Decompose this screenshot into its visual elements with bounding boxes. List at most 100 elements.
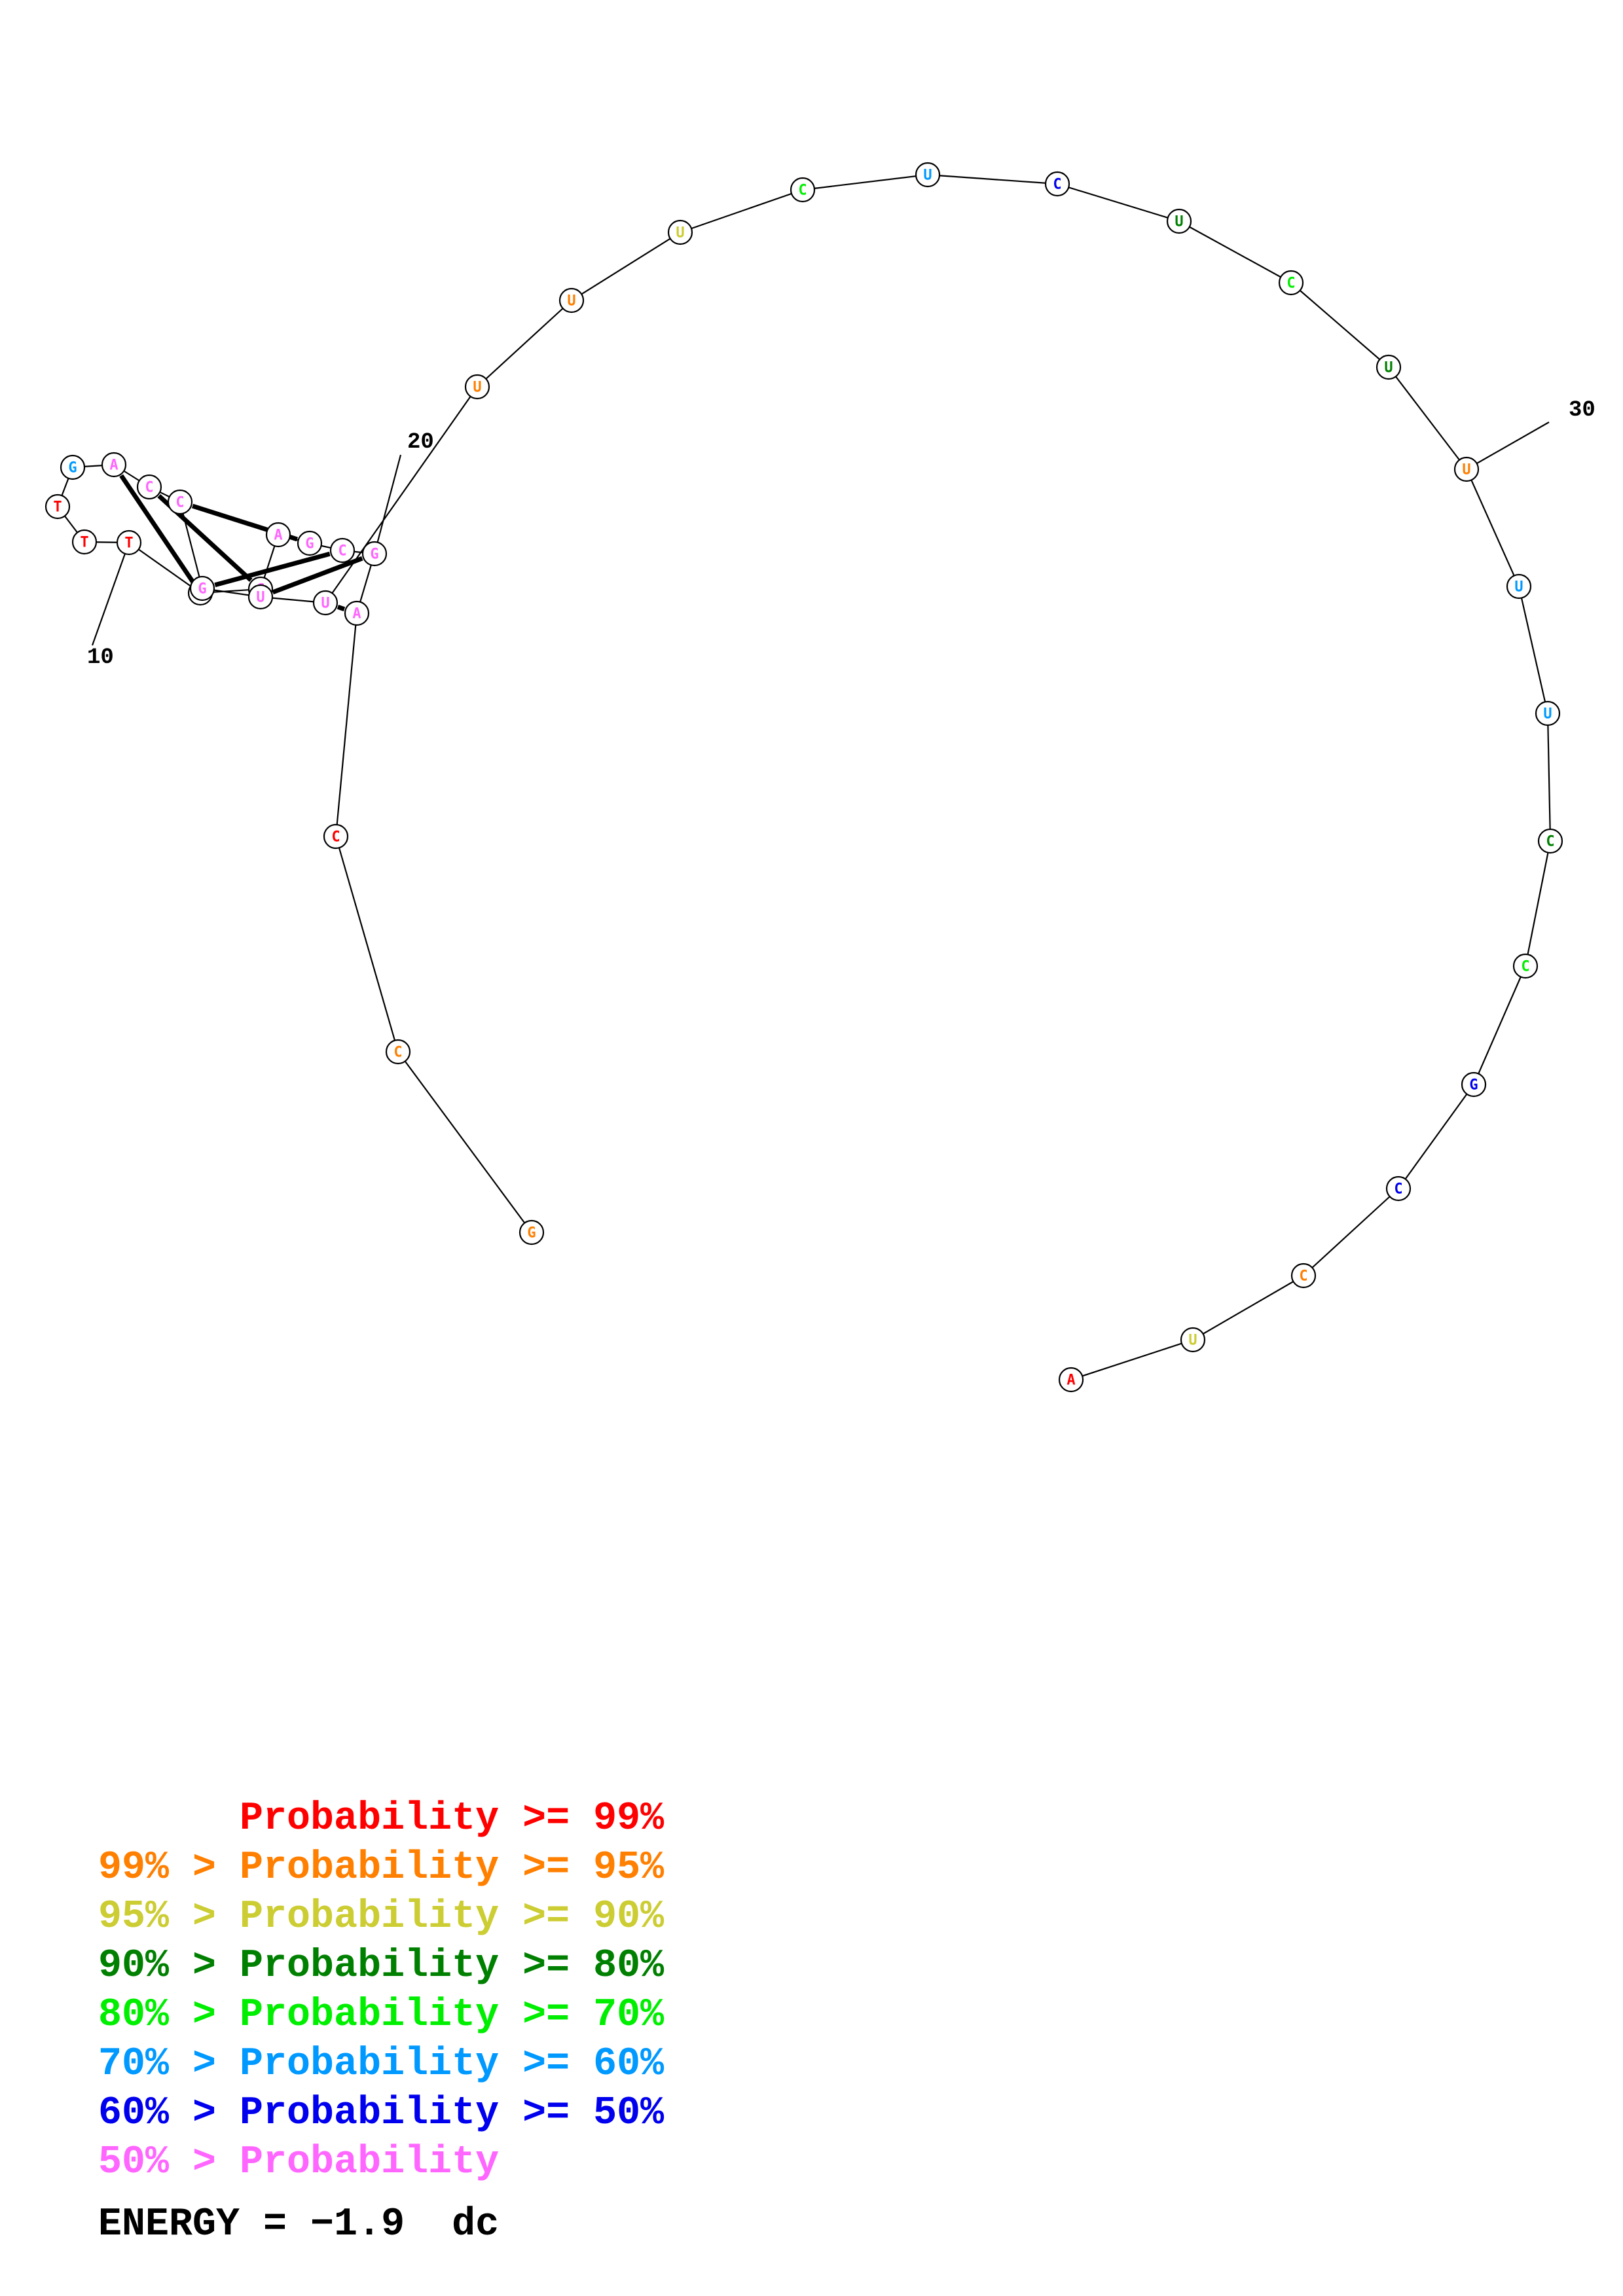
nucleotide: U — [1506, 573, 1532, 600]
base-pair-bond — [337, 605, 346, 611]
nucleotide: U — [915, 162, 941, 188]
nucleotide-letter: U — [1384, 360, 1393, 376]
nucleotide: A — [344, 600, 370, 626]
nucleotide-circle — [1044, 171, 1070, 197]
backbone-segment — [680, 188, 803, 234]
legend-line-5: 80% > Probability >= 70% — [98, 1993, 665, 2037]
nucleotide: C — [167, 489, 193, 515]
nucleotide: C — [1537, 828, 1563, 854]
index-label-30: 30 — [1569, 398, 1596, 423]
nucleotide-letter: G — [68, 460, 77, 476]
nucleotide-letter: U — [321, 596, 329, 612]
nucleotide-circle — [1461, 1071, 1487, 1098]
backbone-segment — [1192, 1275, 1304, 1340]
nucleotide: C — [385, 1039, 411, 1065]
nucleotide-circle — [1290, 1263, 1317, 1289]
nucleotide: U — [1535, 700, 1561, 726]
nucleotide-circle — [385, 1039, 411, 1065]
nucleotide-letter: G — [198, 581, 206, 598]
nucleotide-circle — [1506, 573, 1532, 600]
legend-line-3: 95% > Probability >= 90% — [98, 1895, 665, 1939]
legend-line-8: 50% > Probability — [98, 2140, 500, 2185]
nucleotide-circle — [297, 530, 323, 556]
nucleotide-letter: C — [1299, 1268, 1307, 1285]
nucleotide-letter: T — [124, 535, 133, 552]
backbone-segment — [1070, 1338, 1194, 1381]
nucleotide-circle — [189, 575, 215, 601]
nucleotide-letter: C — [1546, 834, 1554, 850]
nucleotide: G — [60, 454, 86, 480]
backbone-segment — [802, 173, 928, 191]
nucleotide-circle — [1376, 354, 1402, 380]
backbone-segment — [325, 386, 478, 603]
nucleotide-letter: A — [352, 606, 361, 622]
nucleotide-letter: T — [53, 499, 62, 516]
nucleotide-circle — [312, 590, 338, 616]
nucleotide-letter: A — [1067, 1372, 1075, 1389]
nucleotide: U — [312, 590, 338, 616]
nucleotide-circle — [167, 489, 193, 515]
backbone — [56, 173, 1552, 1381]
nucleotide-letter: T — [80, 535, 88, 551]
nucleotide: U — [1376, 354, 1402, 380]
nucleotide-letter: C — [1286, 276, 1295, 292]
nucleotide-circle — [1278, 270, 1304, 296]
backbone-segment — [1178, 221, 1292, 283]
nucleotide-circle — [1537, 828, 1563, 854]
nucleotide-letter: C — [175, 495, 184, 511]
legend-line-2: 99% > Probability >= 95% — [98, 1846, 665, 1890]
nucleotide-letter: U — [1188, 1333, 1197, 1349]
index-label-10: 10 — [87, 645, 114, 670]
nucleotide-letter: U — [256, 590, 264, 606]
energy-label: ENERGY = −1.9 dc — [98, 2202, 500, 2247]
nucleotide-letter: U — [923, 168, 932, 184]
nucleotide-letter: C — [338, 543, 346, 560]
index-tick — [373, 454, 402, 554]
nucleotide: U — [1180, 1327, 1206, 1353]
backbone-segment — [1518, 586, 1549, 714]
index-labels: 10 20 30 — [87, 398, 1596, 670]
nucleotide: C — [1044, 171, 1070, 197]
nucleotide-letter: C — [1521, 959, 1529, 975]
nucleotide-circle — [329, 537, 356, 564]
nucleotide: U — [464, 374, 490, 400]
nucleotide: U — [1166, 208, 1192, 234]
nucleotide-circle — [247, 584, 274, 610]
nucleotide-letter: A — [109, 457, 118, 474]
nucleotide: U — [247, 584, 274, 610]
nucleotide-letter: A — [274, 528, 282, 544]
nucleotide-circle — [361, 541, 388, 567]
nucleotide: G — [297, 530, 323, 556]
nucleotide: C — [323, 823, 349, 850]
nucleotide: C — [1385, 1175, 1412, 1202]
backbone-segment — [1546, 713, 1552, 842]
nucleotide-letter: U — [1543, 706, 1552, 723]
nucleotide: A — [1058, 1367, 1084, 1393]
nucleotide-circle — [558, 287, 585, 314]
backbone-segment — [335, 613, 358, 837]
nucleotide-letter: U — [1462, 462, 1470, 478]
backbone-segment — [1057, 183, 1180, 223]
backbone-segment — [1388, 367, 1467, 470]
nucleotide-circle — [915, 162, 941, 188]
backbone-segment — [1398, 1084, 1474, 1189]
nucleotides: GCCAGCGAGTTTTGACCGUUUUUCUCUCUUUUCCGCCUA — [45, 162, 1563, 1393]
backbone-segment — [1472, 965, 1527, 1085]
base-pair-bond — [214, 551, 331, 588]
nucleotide-circle — [101, 452, 127, 478]
nucleotide-letter: G — [527, 1225, 536, 1242]
nucleotide: U — [667, 219, 693, 245]
backbone-segment — [1303, 1188, 1399, 1276]
nucleotide: G — [189, 575, 215, 601]
nucleotide: T — [71, 529, 98, 555]
nucleotide-letter: C — [393, 1045, 402, 1061]
backbone-segment — [927, 173, 1058, 185]
nucleotide-circle — [464, 374, 490, 400]
backbone-segment — [335, 836, 399, 1052]
nucleotide-circle — [667, 219, 693, 245]
nucleotide-letter: C — [798, 183, 807, 199]
nucleotide: C — [1278, 270, 1304, 296]
nucleotide-circle — [1166, 208, 1192, 234]
legend-line-4: 90% > Probability >= 80% — [98, 1944, 665, 1988]
nucleotide: G — [361, 541, 388, 567]
